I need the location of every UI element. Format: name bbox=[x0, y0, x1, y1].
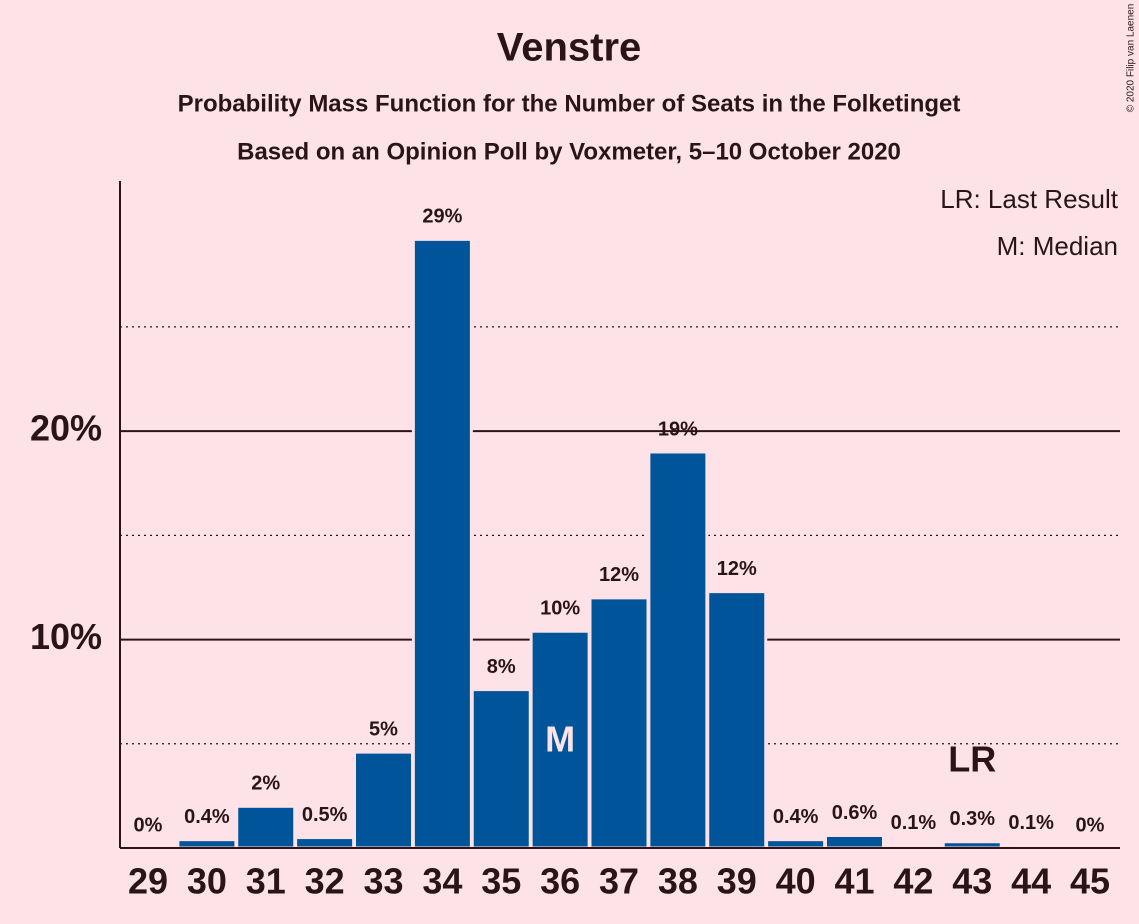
chart-title: Venstre bbox=[497, 26, 642, 70]
x-tick-label: 43 bbox=[952, 861, 992, 902]
x-tick-label: 32 bbox=[305, 861, 345, 902]
value-label: 0.5% bbox=[302, 804, 348, 826]
value-label: 0% bbox=[1076, 814, 1105, 836]
value-label: 19% bbox=[658, 418, 698, 440]
x-tick-label: 37 bbox=[599, 861, 639, 902]
bar bbox=[529, 629, 591, 850]
bar bbox=[176, 838, 238, 850]
x-tick-label: 38 bbox=[658, 861, 698, 902]
y-tick-label: 10% bbox=[30, 616, 102, 657]
x-tick-label: 45 bbox=[1070, 861, 1110, 902]
x-tick-label: 29 bbox=[128, 861, 168, 902]
bar bbox=[647, 450, 709, 850]
bar bbox=[353, 750, 414, 850]
value-label: 2% bbox=[251, 773, 280, 795]
bar bbox=[824, 833, 885, 850]
bar bbox=[235, 804, 297, 850]
value-label: 0% bbox=[134, 814, 163, 836]
annotation: LR bbox=[948, 739, 996, 780]
value-label: 0.1% bbox=[891, 812, 937, 834]
value-label: 10% bbox=[540, 598, 580, 620]
x-tick-label: 34 bbox=[422, 861, 462, 902]
bar bbox=[765, 838, 827, 850]
value-label: 12% bbox=[599, 564, 639, 586]
x-tick-label: 44 bbox=[1011, 861, 1051, 902]
bar bbox=[294, 836, 356, 850]
copyright: © 2020 Filip van Laenen bbox=[1126, 4, 1137, 113]
value-label: 0.4% bbox=[184, 806, 230, 828]
value-label: 8% bbox=[487, 656, 516, 678]
x-tick-label: 40 bbox=[776, 861, 816, 902]
chart-subtitle: Probability Mass Function for the Number… bbox=[178, 90, 961, 117]
value-label: 29% bbox=[422, 206, 462, 228]
legend-entry: LR: Last Result bbox=[940, 184, 1119, 214]
chart-subtitle: Based on an Opinion Poll by Voxmeter, 5–… bbox=[237, 138, 901, 165]
x-tick-label: 33 bbox=[363, 861, 403, 902]
x-tick-label: 35 bbox=[481, 861, 521, 902]
x-tick-label: 30 bbox=[187, 861, 227, 902]
value-label: 0.4% bbox=[773, 806, 819, 828]
value-label: 0.3% bbox=[949, 808, 995, 830]
x-tick-label: 36 bbox=[540, 861, 580, 902]
value-label: 0.1% bbox=[1008, 812, 1054, 834]
bar bbox=[470, 688, 532, 850]
annotation: M bbox=[545, 719, 575, 760]
bar bbox=[706, 590, 768, 850]
value-label: 12% bbox=[717, 558, 757, 580]
bar bbox=[411, 237, 473, 850]
x-tick-label: 42 bbox=[893, 861, 933, 902]
y-tick-label: 20% bbox=[30, 408, 102, 449]
x-tick-label: 31 bbox=[246, 861, 286, 902]
x-tick-label: 41 bbox=[834, 861, 874, 902]
legend-entry: M: Median bbox=[997, 231, 1118, 261]
bar bbox=[588, 596, 650, 850]
x-tick-label: 39 bbox=[717, 861, 757, 902]
value-label: 0.6% bbox=[832, 802, 878, 824]
value-label: 5% bbox=[369, 718, 398, 740]
